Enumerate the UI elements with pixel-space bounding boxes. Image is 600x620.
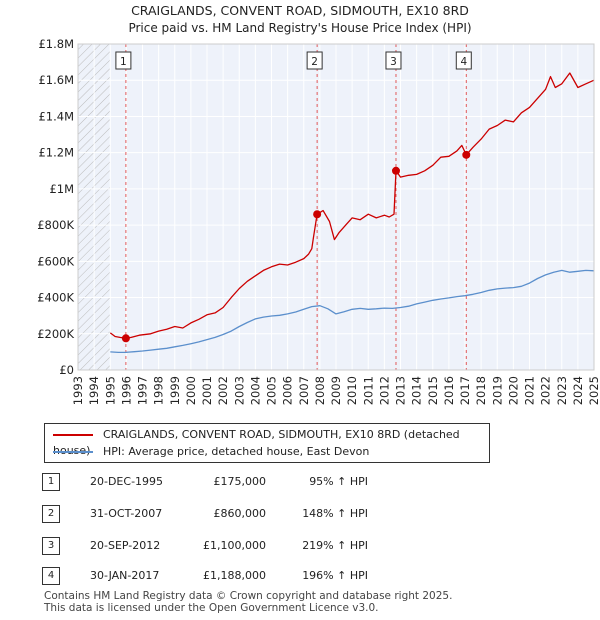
x-tick-label: 2002 [216,376,230,405]
x-tick-label: 1996 [119,376,133,405]
x-tick-label: 2022 [539,376,553,405]
y-tick-label: £1.2M [38,146,74,160]
x-tick-label: 2025 [587,376,600,405]
transaction-number: 2 [42,505,60,523]
x-tick-label: 2003 [232,376,246,405]
sale-label: 2 [311,56,318,68]
x-tick-label: 2014 [410,376,424,405]
transaction-row: 4 30-JAN-2017 £1,188,000 196% ↑ HPI [42,567,382,585]
x-tick-label: 2013 [394,376,408,405]
x-tick-label: 2007 [297,376,311,405]
transaction-price: £860,000 [213,507,267,520]
y-tick-label: £200K [37,327,74,341]
y-tick-label: £400K [37,291,74,305]
y-tick-label: £600K [37,254,74,268]
x-tick-label: 2016 [442,376,456,405]
x-tick-label: 2015 [426,376,440,405]
x-tick-label: 2010 [345,376,359,405]
series [109,72,595,354]
transaction-date: 20-DEC-1995 [90,475,164,488]
property-line [109,72,595,339]
x-tick-label: 1997 [136,376,150,405]
sale-point [121,334,130,343]
sale-label: 3 [390,56,397,68]
y-tick-label: £1M [49,182,74,196]
x-tick-label: 2000 [184,376,198,405]
chart-subtitle: Price paid vs. HM Land Registry's House … [128,21,471,35]
x-tick-label: 2008 [313,376,327,405]
legend-item-hpi: HPI: Average price, detached house, East… [53,444,369,460]
price-chart: CRAIGLANDS, CONVENT ROAD, SIDMOUTH, EX10… [37,3,600,405]
transaction-hpi: 219% ↑ HPI [302,539,368,552]
transaction-hpi: 95% ↑ HPI [309,475,368,488]
sale-point [391,166,400,175]
transaction-hpi: 196% ↑ HPI [302,569,368,582]
x-tick-label: 2004 [248,376,262,405]
transaction-hpi: 148% ↑ HPI [302,507,368,520]
grid [77,43,595,371]
transaction-row: 1 20-DEC-1995 £175,000 95% ↑ HPI [42,473,382,491]
transaction-date: 20-SEP-2012 [90,539,161,552]
transaction-number: 1 [42,473,60,491]
x-tick-label: 1998 [152,376,166,405]
hpi-line [110,269,595,354]
legend-label-property: CRAIGLANDS, CONVENT ROAD, SIDMOUTH, EX10… [53,428,460,457]
sale-label-box [385,51,402,70]
x-tick-label: 2018 [474,376,488,405]
x-tick-label: 1995 [103,376,117,405]
footer-copyright: Contains HM Land Registry data © Crown c… [44,590,453,602]
x-tick-label: 2001 [200,376,214,405]
transaction-row: 3 20-SEP-2012 £1,100,000 219% ↑ HPI [42,537,382,555]
legend: CRAIGLANDS, CONVENT ROAD, SIDMOUTH, EX10… [44,423,490,463]
x-tick-label: 2017 [458,376,472,405]
x-tick-label: 2011 [361,376,375,405]
legend-item-property: CRAIGLANDS, CONVENT ROAD, SIDMOUTH, EX10… [53,427,489,457]
x-tick-label: 1993 [71,376,85,405]
sale-points [121,150,471,343]
x-tick-label: 2009 [329,376,343,405]
x-tick-label: 1999 [168,376,182,405]
x-tick-label: 2012 [377,376,391,405]
y-tick-label: £1.8M [38,37,74,51]
sale-point [462,150,471,159]
transaction-price: £1,188,000 [203,569,266,582]
x-tick-label: 2005 [265,376,279,405]
sale-labels: 1 2 3 4 [115,51,472,70]
x-tick-label: 1994 [87,376,101,405]
sale-label: 1 [120,56,127,68]
footer-licence: This data is licensed under the Open Gov… [44,602,379,614]
y-tick-label: £1.6M [38,73,74,87]
transaction-number: 4 [42,567,60,585]
legend-swatch-property [53,434,93,436]
legend-label-hpi: HPI: Average price, detached house, East… [103,445,370,458]
x-tick-label: 2021 [523,376,537,405]
sale-marker-lines [125,44,467,370]
y-tick-label: £0 [59,363,74,377]
x-tick-label: 2019 [490,376,504,405]
transaction-price: £1,100,000 [203,539,266,552]
sale-label-box [455,51,472,70]
transaction-row: 2 31-OCT-2007 £860,000 148% ↑ HPI [42,505,382,523]
sale-label: 4 [460,56,467,68]
sale-label-box [115,51,132,70]
transaction-number: 3 [42,537,60,555]
plot-border [77,43,595,371]
y-tick-label: £1.4M [38,109,74,123]
x-tick-label: 2024 [571,376,585,405]
x-tick-label: 2020 [506,376,520,405]
x-tick-label: 2023 [555,376,569,405]
axes: £0 £200K £400K £600K £800K £1M £1.2M £1.4M £1.6M… [37,37,600,405]
transaction-price: £175,000 [213,475,267,488]
y-tick-label: £800K [37,218,74,232]
x-tick-label: 2006 [281,376,295,405]
transaction-date: 31-OCT-2007 [90,507,163,520]
transaction-date: 30-JAN-2017 [90,569,160,582]
sale-point [313,210,322,219]
legend-swatch-hpi [53,451,93,453]
sale-label-box [306,51,323,70]
chart-title: CRAIGLANDS, CONVENT ROAD, SIDMOUTH, EX10… [131,3,469,18]
